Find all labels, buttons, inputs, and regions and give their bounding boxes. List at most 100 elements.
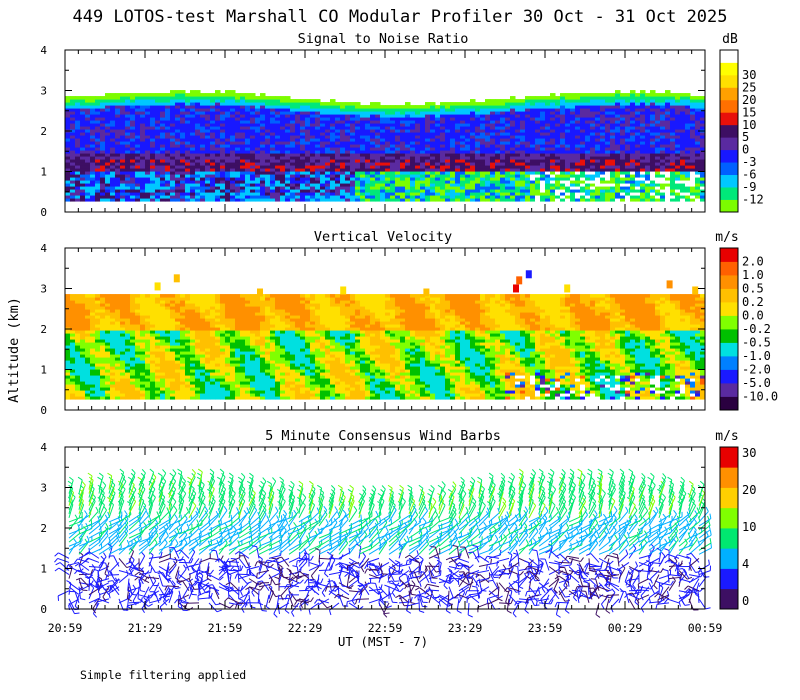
snr-cell	[425, 198, 431, 202]
snr-cell	[100, 102, 106, 106]
snr-cell	[210, 126, 216, 130]
snr-cell	[695, 180, 701, 184]
snr-cell	[595, 129, 601, 133]
snr-cell	[690, 111, 696, 115]
snr-cell	[195, 117, 201, 121]
snr-cell	[535, 186, 541, 190]
snr-cell	[580, 138, 586, 142]
snr-cell	[185, 132, 191, 136]
snr-cell	[65, 96, 71, 100]
snr-cell	[680, 195, 686, 199]
vv-cell	[100, 318, 106, 322]
snr-cell	[490, 177, 496, 181]
snr-cell	[465, 132, 471, 136]
snr-cell	[155, 150, 161, 154]
snr-cell	[485, 186, 491, 190]
snr-cell	[90, 168, 96, 172]
snr-cell	[575, 129, 581, 133]
snr-cell	[285, 117, 291, 121]
snr-cell	[80, 144, 86, 148]
snr-cell	[660, 174, 666, 178]
snr-cell	[265, 153, 271, 157]
snr-cell	[310, 114, 316, 118]
snr-cell	[390, 180, 396, 184]
snr-cell	[265, 177, 271, 181]
snr-cell	[490, 126, 496, 130]
snr-cell	[425, 144, 431, 148]
snr-cell	[625, 108, 631, 112]
snr-cell	[120, 132, 126, 136]
snr-cell	[190, 153, 196, 157]
snr-cell	[665, 165, 671, 169]
snr-cell	[625, 186, 631, 190]
snr-cell	[635, 147, 641, 151]
snr-cell	[165, 141, 171, 145]
snr-cell	[450, 117, 456, 121]
snr-cell	[210, 141, 216, 145]
snr-cell	[275, 105, 281, 109]
vv-cell	[65, 324, 71, 328]
snr-cell	[85, 111, 91, 115]
snr-cell	[665, 183, 671, 187]
vv-cell	[75, 309, 81, 313]
vv-cell	[85, 384, 91, 388]
vv-cell	[65, 345, 71, 349]
snr-cell	[550, 129, 556, 133]
snr-cell	[190, 150, 196, 154]
snr-cell	[260, 93, 266, 97]
snr-cell	[80, 114, 86, 118]
snr-cell	[300, 150, 306, 154]
snr-cell	[155, 159, 161, 163]
snr-cell	[230, 195, 236, 199]
snr-cell	[565, 135, 571, 139]
snr-cell	[700, 126, 706, 130]
snr-cell	[110, 150, 116, 154]
snr-cell	[415, 162, 421, 166]
snr-cell	[165, 177, 171, 181]
snr-cell	[215, 174, 221, 178]
snr-cell	[255, 180, 261, 184]
snr-cell	[290, 153, 296, 157]
snr-cell	[135, 147, 141, 151]
snr-cell	[650, 129, 656, 133]
vv-cell	[75, 312, 81, 316]
snr-cell	[365, 168, 371, 172]
snr-cell	[320, 171, 326, 175]
snr-cell	[430, 192, 436, 196]
snr-cell	[430, 165, 436, 169]
snr-cell	[560, 111, 566, 115]
snr-cell	[265, 192, 271, 196]
snr-cell	[275, 165, 281, 169]
snr-cell	[615, 171, 621, 175]
snr-cell	[110, 174, 116, 178]
snr-cell	[225, 177, 231, 181]
snr-cell	[685, 135, 691, 139]
snr-cell	[230, 156, 236, 160]
snr-cell	[255, 108, 261, 112]
snr-cell	[510, 156, 516, 160]
snr-cell	[235, 165, 241, 169]
snr-cell	[375, 168, 381, 172]
snr-cell	[395, 180, 401, 184]
snr-cell	[465, 117, 471, 121]
snr-cell	[190, 192, 196, 196]
vv-cell	[105, 303, 111, 307]
snr-cell	[525, 135, 531, 139]
snr-cell	[570, 180, 576, 184]
snr-cell	[630, 183, 636, 187]
snr-cell	[695, 159, 701, 163]
snr-cell	[145, 192, 151, 196]
snr-cell	[330, 192, 336, 196]
vv-cell	[90, 336, 96, 340]
snr-cell	[650, 114, 656, 118]
snr-cell	[295, 120, 301, 124]
snr-cell	[340, 117, 346, 121]
snr-cell	[690, 180, 696, 184]
snr-cell	[340, 180, 346, 184]
snr-cell	[480, 102, 486, 106]
snr-cell	[215, 114, 221, 118]
snr-cell	[290, 177, 296, 181]
snr-cell	[305, 129, 311, 133]
snr-cell	[315, 171, 321, 175]
snr-cell	[300, 147, 306, 151]
